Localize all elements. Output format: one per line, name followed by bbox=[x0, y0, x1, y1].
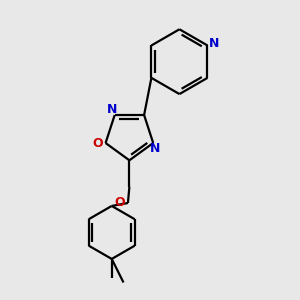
Text: N: N bbox=[107, 103, 118, 116]
Text: N: N bbox=[209, 37, 219, 50]
Text: O: O bbox=[114, 196, 125, 209]
Text: N: N bbox=[150, 142, 161, 155]
Text: O: O bbox=[92, 136, 103, 149]
